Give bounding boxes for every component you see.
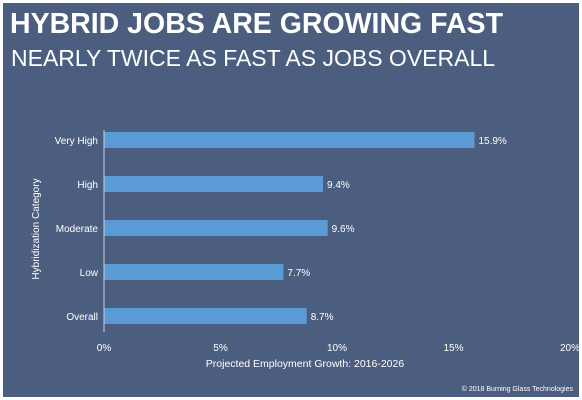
bar-chart: Very High High Moderate Low Overall 15.9% 9.4…: [31, 130, 579, 370]
bar: [104, 220, 328, 236]
value-labels-group: 15.9% 9.4% 9.6% 7.7% 8.7%: [287, 136, 507, 323]
value-label: 9.6%: [332, 224, 355, 235]
bar: [104, 132, 475, 148]
y-axis-title: Hybridization Category: [31, 178, 42, 279]
value-label: 7.7%: [287, 268, 310, 279]
value-label: 9.4%: [327, 180, 350, 191]
value-label: 15.9%: [478, 136, 506, 147]
category-label: Moderate: [56, 224, 99, 235]
bar: [104, 264, 284, 280]
bars-group: [104, 132, 475, 324]
copyright-notice: © 2018 Burning Glass Technologies: [461, 386, 573, 393]
value-label: 8.7%: [311, 312, 334, 323]
category-label: Overall: [66, 312, 98, 323]
x-tick-labels-group: 0% 5% 10% 15% 20%: [97, 343, 579, 354]
x-tick-label: 10%: [327, 343, 347, 354]
category-label: Low: [80, 268, 99, 279]
bar: [104, 176, 324, 192]
x-axis-title: Projected Employment Growth: 2016-2026: [206, 358, 405, 370]
category-label: Very High: [55, 136, 98, 147]
category-label: High: [77, 180, 98, 191]
slide-subtitle: NEARLY TWICE AS FAST AS JOBS OVERALL: [11, 45, 496, 71]
slide: HYBRID JOBS ARE GROWING FAST NEARLY TWIC…: [3, 3, 579, 397]
x-tick-label: 0%: [97, 343, 112, 354]
category-labels-group: Very High High Moderate Low Overall: [55, 136, 99, 323]
x-tick-label: 5%: [213, 343, 228, 354]
x-tick-label: 20%: [560, 343, 579, 354]
bar: [104, 308, 307, 324]
x-tick-label: 15%: [443, 343, 463, 354]
slide-title: HYBRID JOBS ARE GROWING FAST: [10, 8, 503, 40]
